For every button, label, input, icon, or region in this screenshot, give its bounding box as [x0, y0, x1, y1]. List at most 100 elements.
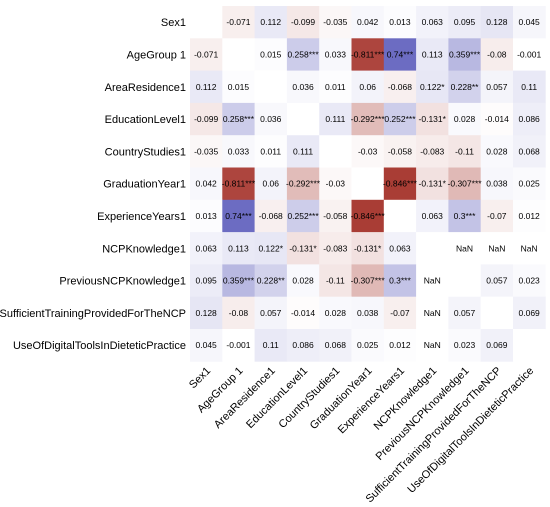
heatmap-cell — [383, 135, 417, 168]
cell-value-label: 0.012 — [519, 211, 541, 221]
cell-value-label: 0.028 — [486, 146, 508, 156]
cell-value-label: 0.028 — [454, 114, 476, 124]
heatmap-cell — [448, 329, 482, 362]
cell-value-label: -0.03 — [326, 179, 346, 189]
heatmap-cell — [286, 199, 320, 233]
heatmap-cell — [319, 6, 352, 39]
heatmap-cell — [480, 167, 514, 201]
heatmap-cell — [190, 70, 223, 104]
cell-value-label: 0.122* — [420, 82, 445, 92]
cell-value-label: -0.292*** — [351, 114, 386, 124]
cell-value-label: 0.015 — [260, 49, 282, 59]
heatmap-cell — [351, 70, 385, 104]
heatmap-cell — [286, 38, 320, 71]
row-label: Sex1 — [161, 17, 186, 29]
cell-value-label: -0.099 — [194, 114, 218, 124]
cell-value-label: 0.057 — [486, 276, 508, 286]
cell-value-label: 0.012 — [389, 340, 411, 350]
heatmap-cell — [480, 329, 514, 362]
cell-value-label: 0.036 — [292, 82, 314, 92]
cell-value-label: 0.06 — [359, 82, 376, 92]
heatmap-cell — [480, 135, 514, 168]
heatmap-cell — [254, 199, 288, 233]
cell-value-label: -0.071 — [226, 17, 250, 27]
heatmap-cell — [222, 102, 255, 136]
cell-value-label: -0.307*** — [351, 276, 386, 286]
heatmap-cell — [513, 199, 546, 233]
cell-value-label: -0.307*** — [448, 179, 483, 189]
cell-value-label: -0.068 — [388, 82, 412, 92]
heatmap-cell — [319, 102, 352, 136]
heatmap-cell — [480, 232, 514, 265]
heatmap-cell — [448, 199, 482, 233]
heatmap-cell — [351, 167, 385, 201]
heatmap-cell — [480, 199, 514, 233]
cell-value-label: 0.128 — [486, 17, 508, 27]
cell-value-label: 0.122* — [258, 243, 283, 253]
cell-value-label: NaN — [424, 308, 441, 318]
cell-value-label: -0.811*** — [351, 49, 385, 59]
heatmap-cell — [383, 232, 417, 265]
cell-value-label: NaN — [488, 243, 505, 253]
heatmap-cell — [351, 296, 385, 330]
row-label: NCPKnowledge1 — [102, 243, 186, 255]
cell-value-label: 0.028 — [292, 276, 314, 286]
heatmap-cell — [254, 264, 288, 298]
heatmap-cell — [286, 6, 320, 39]
heatmap-cell — [254, 6, 288, 39]
cell-value-label: 0.069 — [519, 308, 541, 318]
cell-value-label: -0.292*** — [286, 179, 321, 189]
heatmap-cell — [286, 232, 320, 265]
heatmap-cell — [286, 296, 320, 330]
heatmap-cell — [254, 102, 288, 136]
heatmap-cell — [383, 167, 417, 201]
cell-value-label: 0.038 — [486, 179, 508, 189]
cell-value-label: 0.023 — [454, 340, 476, 350]
heatmap-cell — [448, 232, 482, 265]
heatmap-cell — [513, 167, 546, 201]
cell-value-label: -0.846*** — [383, 179, 418, 189]
cell-value-label: 0.359*** — [223, 276, 255, 286]
heatmap-cell — [254, 296, 288, 330]
cell-value-label: 0.013 — [196, 211, 218, 221]
row-label: AreaResidence1 — [105, 82, 186, 94]
cell-value-label: 0.045 — [519, 17, 541, 27]
heatmap-cell — [254, 70, 288, 104]
heatmap-cell — [254, 38, 288, 71]
heatmap-cell — [222, 135, 255, 168]
cell-value-label: 0.068 — [519, 146, 541, 156]
heatmap-cell — [222, 264, 255, 298]
row-label: EducationLevel1 — [105, 114, 186, 126]
heatmap-cell — [190, 264, 223, 298]
heatmap-cell — [286, 135, 320, 168]
cell-value-label: -0.058 — [388, 146, 412, 156]
heatmap-cell — [480, 70, 514, 104]
heatmap-cell — [254, 135, 288, 168]
cell-value-label: -0.035 — [323, 17, 347, 27]
cell-value-label: 0.252*** — [384, 114, 416, 124]
cell-value-label: 0.025 — [357, 340, 379, 350]
row-label: PreviousNCPKnowledge1 — [59, 276, 186, 288]
heatmap-cell — [351, 6, 385, 39]
cell-value-label: NaN — [456, 243, 473, 253]
heatmap-cell — [351, 38, 385, 71]
heatmap-cell — [383, 199, 417, 233]
cell-value-label: 0.095 — [454, 17, 476, 27]
cell-value-label: -0.035 — [194, 146, 218, 156]
heatmap-cell — [222, 232, 255, 265]
cell-value-label: 0.042 — [196, 179, 218, 189]
heatmap-cell — [383, 264, 417, 298]
heatmap-cell — [222, 167, 255, 201]
heatmap-cell — [286, 329, 320, 362]
cell-value-label: -0.131* — [289, 243, 317, 253]
cell-value-label: -0.068 — [259, 211, 283, 221]
heatmap-cell — [383, 296, 417, 330]
heatmap-cell — [190, 102, 223, 136]
heatmap-cell — [351, 232, 385, 265]
cell-value-label: 0.74*** — [387, 49, 414, 59]
row-label: ExperienceYears1 — [97, 211, 186, 223]
heatmap-cell — [319, 264, 352, 298]
heatmap-cell — [480, 296, 514, 330]
